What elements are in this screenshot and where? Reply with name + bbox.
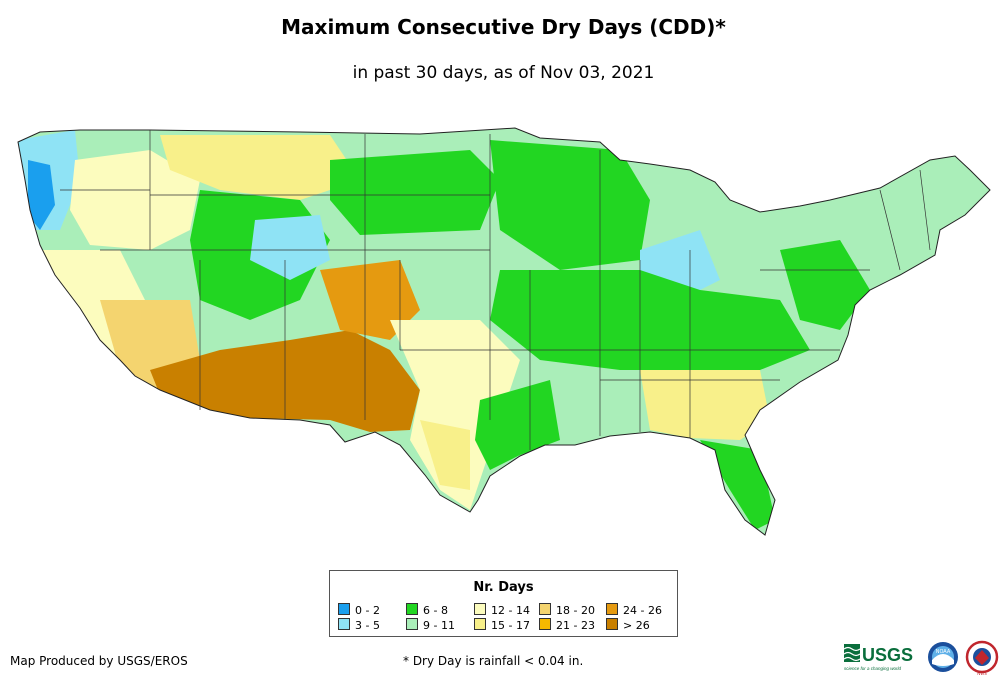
region-gulf-states: [560, 370, 645, 440]
legend-item: > 26: [606, 618, 650, 632]
region-n-rockies: [70, 150, 200, 250]
region-wa-coast: [28, 160, 55, 230]
legend-label: 12 - 14: [491, 604, 530, 617]
legend-swatch: [338, 603, 350, 615]
legend-swatch: [474, 618, 486, 630]
agency-logos: USGS science for a changing world NOAA N…: [843, 640, 999, 676]
legend-swatch: [606, 603, 618, 615]
legend-swatch: [406, 618, 418, 630]
legend-swatch: [539, 618, 551, 630]
legend-label: 3 - 5: [355, 619, 380, 632]
legend-title: Nr. Days: [473, 580, 534, 595]
region-rockies-wet: [250, 215, 330, 280]
legend-label: 18 - 20: [556, 604, 595, 617]
legend-label: 6 - 8: [423, 604, 448, 617]
region-texas: [390, 320, 520, 510]
footnote: * Dry Day is rainfall < 0.04 in.: [403, 654, 584, 668]
noaa-logo: NOAA: [928, 642, 958, 672]
legend-label: 0 - 2: [355, 604, 380, 617]
legend-swatch: [474, 603, 486, 615]
nws-text: NWS: [977, 671, 987, 676]
region-montana: [160, 135, 360, 200]
usgs-wordmark: USGS: [862, 645, 913, 665]
legend-item: 0 - 2: [338, 603, 380, 617]
nws-logo: NWS: [965, 640, 999, 676]
legend-label: 15 - 17: [491, 619, 530, 632]
legend: Nr. Days 0 - 2 3 - 5 6 - 8 9 - 11 12 - 1…: [329, 570, 678, 637]
legend-item: 3 - 5: [338, 618, 380, 632]
legend-swatch: [406, 603, 418, 615]
legend-label: 9 - 11: [423, 619, 455, 632]
cdd-map: [17, 127, 991, 536]
region-mid-atlantic: [780, 240, 870, 330]
legend-swatch: [606, 618, 618, 630]
legend-swatch: [539, 603, 551, 615]
region-new-england: [860, 160, 990, 250]
legend-item: 18 - 20: [539, 603, 595, 617]
usgs-tagline: science for a changing world: [844, 666, 902, 671]
map-title: Maximum Consecutive Dry Days (CDD)*: [281, 15, 726, 39]
legend-label: 24 - 26: [623, 604, 662, 617]
legend-item: 12 - 14: [474, 603, 530, 617]
legend-item: 15 - 17: [474, 618, 530, 632]
map-credit: Map Produced by USGS/EROS: [10, 654, 188, 668]
region-florida: [700, 440, 775, 530]
legend-item: 21 - 23: [539, 618, 595, 632]
map-subtitle: in past 30 days, as of Nov 03, 2021: [352, 63, 655, 83]
legend-label: 21 - 23: [556, 619, 595, 632]
usgs-logo: USGS science for a changing world: [843, 644, 913, 671]
region-upper-midwest: [490, 140, 650, 270]
region-georgia: [640, 370, 770, 440]
legend-label: > 26: [623, 619, 650, 632]
region-s-texas: [420, 420, 470, 490]
us-outline: [17, 127, 991, 536]
legend-item: 9 - 11: [406, 618, 455, 632]
legend-swatch: [338, 618, 350, 630]
state-borders: [60, 130, 931, 450]
legend-item: 6 - 8: [406, 603, 448, 617]
region-ohio-valley: [490, 270, 810, 370]
region-dakotas: [330, 150, 500, 235]
legend-item: 24 - 26: [606, 603, 662, 617]
noaa-text: NOAA: [936, 649, 951, 655]
